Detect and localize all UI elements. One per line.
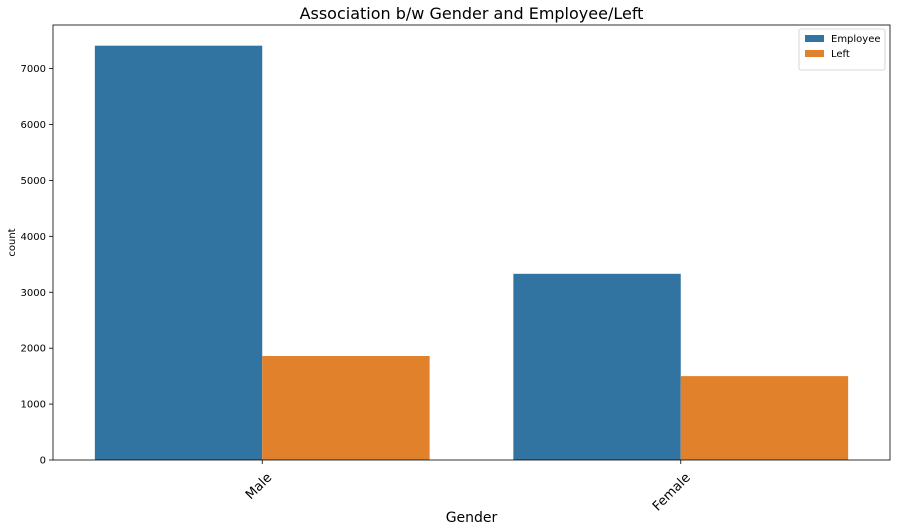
x-axis: Male Female	[243, 460, 694, 514]
legend-label-employee: Employee	[831, 34, 881, 45]
bars-group	[94, 45, 849, 461]
plot-frame	[52, 24, 891, 461]
y-tick-label: 6000	[21, 120, 46, 131]
y-tick-label: 2000	[21, 344, 46, 355]
legend-label-left: Left	[831, 49, 850, 60]
x-tick-label: Female	[650, 470, 694, 514]
y-tick-label: 0	[40, 456, 46, 467]
y-tick-label: 1000	[21, 400, 46, 411]
x-axis-title: Gender	[446, 510, 498, 526]
x-tick-label: Male	[243, 470, 275, 502]
legend-swatch-left	[805, 50, 824, 57]
y-axis: 0 1000 2000 3000 4000 5000 6000 7000	[21, 64, 53, 467]
legend-swatch-employee	[805, 35, 824, 42]
y-tick-label: 7000	[21, 64, 46, 75]
y-axis-title: count	[7, 228, 18, 256]
legend: Employee Left	[798, 28, 886, 71]
chart-title: Association b/w Gender and Employee/Left	[300, 4, 644, 23]
y-tick-label: 4000	[21, 232, 46, 243]
bar-employee-male	[94, 45, 263, 461]
bar-left-male	[262, 356, 430, 460]
bar-employee-female	[513, 273, 681, 460]
y-tick-label: 5000	[21, 176, 46, 187]
y-tick-label: 3000	[21, 288, 46, 299]
bar-left-female	[680, 376, 849, 460]
